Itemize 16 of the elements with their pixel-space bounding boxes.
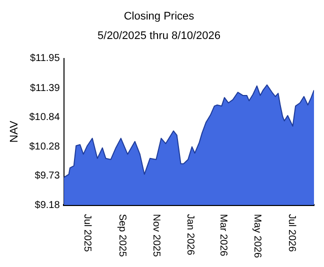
x-tick-label: May 2026 xyxy=(252,214,263,258)
chart-subtitle: 5/20/2025 thru 8/10/2026 xyxy=(98,30,220,42)
y-tick-label: $10.84 xyxy=(29,112,60,123)
x-tick-label: Mar 2026 xyxy=(218,214,229,257)
y-tick-label: $11.39 xyxy=(30,82,60,94)
x-tick-label: Jan 2026 xyxy=(184,214,196,256)
x-tick-label: Jul 2026 xyxy=(286,214,297,252)
y-tick-label: $9.18 xyxy=(34,200,60,211)
y-tick-label: $9.73 xyxy=(34,170,60,182)
y-axis-title: NAV xyxy=(8,120,21,143)
chart-title: Closing Prices xyxy=(124,10,195,23)
x-tick-label: Jul 2025 xyxy=(82,214,93,252)
x-tick-label: Sep 2025 xyxy=(116,214,128,258)
y-tick-label: $10.28 xyxy=(29,142,60,153)
y-tick-label: $11.95 xyxy=(30,53,60,64)
x-tick-label: Nov 2025 xyxy=(150,214,162,258)
